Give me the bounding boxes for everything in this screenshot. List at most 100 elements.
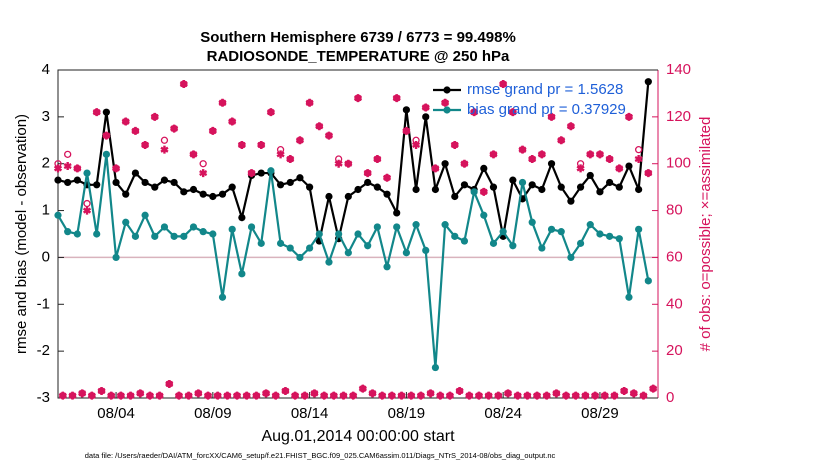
obs-assimilated [644,169,653,178]
obs-assimilated [247,169,256,178]
obs-assimilated [136,389,145,398]
obs-assimilated [107,391,116,400]
data-point [596,230,604,238]
data-point [354,185,362,194]
obs-assimilated [610,391,619,400]
data-point [247,223,256,231]
legend-marker [443,106,451,114]
data-point [644,277,652,285]
x-tick-label: 08/14 [291,405,329,422]
obs-assimilated [591,391,600,400]
data-point [335,230,343,238]
obs-assimilated [508,108,517,117]
data-point [344,249,352,257]
obs-assimilated [291,391,300,400]
obs-assimilated [97,386,106,395]
obs-assimilated [112,164,121,173]
legend-marker [443,86,451,94]
obs-assimilated [489,150,498,159]
y-tick-label: 1 [42,202,50,219]
data-point [354,230,362,238]
x-tick-label: 08/29 [581,405,619,422]
data-point [325,258,333,266]
obs-assimilated [310,389,319,398]
obs-possible [160,136,169,144]
obs-assimilated [58,391,67,400]
data-point [344,192,352,201]
obs-assimilated [276,150,285,159]
obs-assimilated [499,80,508,89]
data-point [73,230,81,238]
data-point [596,188,604,196]
obs-assimilated [257,140,266,149]
obs-assimilated [649,384,658,393]
data-point [54,211,62,219]
data-point [431,363,440,372]
data-point [257,239,265,247]
y-tick-label: 3 [42,108,50,125]
data-point [606,232,614,240]
obs-assimilated [194,389,203,398]
obs-assimilated [450,140,459,149]
obs-assimilated [373,155,382,164]
data-point [383,263,391,271]
data-point [586,221,594,229]
obs-assimilated [170,124,179,133]
data-point [509,176,517,184]
obs-assimilated [339,391,348,400]
data-point [373,223,381,231]
obs-assimilated [160,145,169,154]
data-point [267,167,275,175]
obs-assimilated [460,159,469,168]
obs-assimilated [494,391,503,400]
data-point [538,185,546,194]
obs-assimilated [324,131,334,140]
x-tick-label: 08/09 [194,405,232,422]
obs-assimilated [141,140,150,149]
obs-assimilated [334,159,343,168]
data-point [151,183,159,191]
data-point [364,242,372,250]
obs-assimilated [474,391,484,400]
data-point [509,242,517,250]
data-point [170,232,178,240]
data-point [364,178,372,187]
data-point [199,190,207,198]
obs-assimilated [518,145,527,154]
data-point [64,178,72,187]
obs-assimilated [470,108,479,117]
obs-assimilated [242,391,251,400]
obs-assimilated [145,391,154,400]
obs-assimilated [179,80,188,89]
y2-tick-label: 60 [666,248,683,265]
data-point [180,232,188,240]
data-point [306,183,314,191]
data-point [528,181,536,189]
obs-assimilated [387,391,396,400]
x-axis-label: Aug.01,2014 00:00:00 start [261,428,455,445]
obs-assimilated [600,391,609,400]
data-point [547,160,556,168]
obs-assimilated [484,391,493,400]
data-point [528,218,536,226]
obs-assimilated [218,98,227,107]
obs-assimilated [562,391,571,400]
data-point [460,237,469,245]
obs-assimilated [620,386,629,395]
obs-assimilated [431,164,440,173]
obs-assimilated [228,117,237,126]
data-point [228,225,236,233]
obs-assimilated [436,391,445,400]
y2-tick-label: 80 [666,202,683,219]
obs-assimilated [232,391,242,400]
obs-assimilated [412,140,421,149]
obs-assimilated [189,150,198,159]
data-point [470,188,478,196]
data-point [557,183,565,191]
data-point [431,185,440,194]
obs-assimilated [203,391,213,400]
obs-assimilated [271,391,280,400]
obs-assimilated [441,98,450,107]
obs-assimilated [605,155,614,164]
obs-assimilated [634,155,643,164]
